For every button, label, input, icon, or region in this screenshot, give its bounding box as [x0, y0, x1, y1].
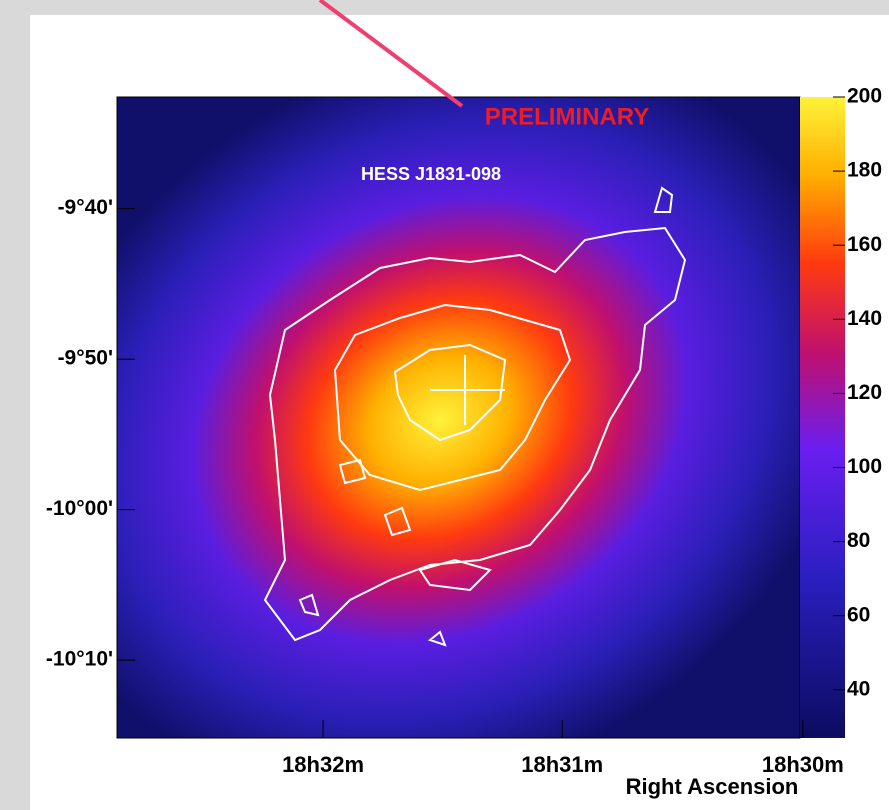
x-axis-label: Right Ascension: [626, 774, 799, 799]
colorbar-tick-label: 120: [847, 381, 882, 404]
y-tick-label: -9°40': [58, 196, 113, 219]
colorbar-tick-label: 180: [847, 159, 882, 182]
colorbar: [800, 97, 845, 738]
x-tick-label: 18h30m: [762, 752, 844, 777]
colorbar-tick-label: 60: [847, 603, 870, 626]
y-tick-label: -10°10': [46, 648, 113, 671]
preliminary-label: PRELIMINARY: [485, 103, 649, 130]
x-tick-label: 18h32m: [282, 752, 364, 777]
y-tick-label: -9°50': [58, 347, 113, 370]
colorbar-tick-label: 160: [847, 233, 882, 256]
chart: PRELIMINARY HESS J1831-098 Right Ascensi…: [0, 0, 889, 810]
page: PRELIMINARY HESS J1831-098 Right Ascensi…: [0, 0, 889, 810]
colorbar-tick-label: 100: [847, 455, 882, 478]
x-tick-label: 18h31m: [521, 752, 603, 777]
colorbar-tick-label: 40: [847, 677, 870, 700]
sky-map: [117, 97, 800, 738]
colorbar-tick-label: 80: [847, 529, 870, 552]
y-tick-label: -10°00': [46, 497, 113, 520]
source-label: HESS J1831-098: [361, 164, 501, 184]
colorbar-tick-label: 140: [847, 307, 882, 330]
colorbar-tick-label: 200: [847, 85, 882, 108]
